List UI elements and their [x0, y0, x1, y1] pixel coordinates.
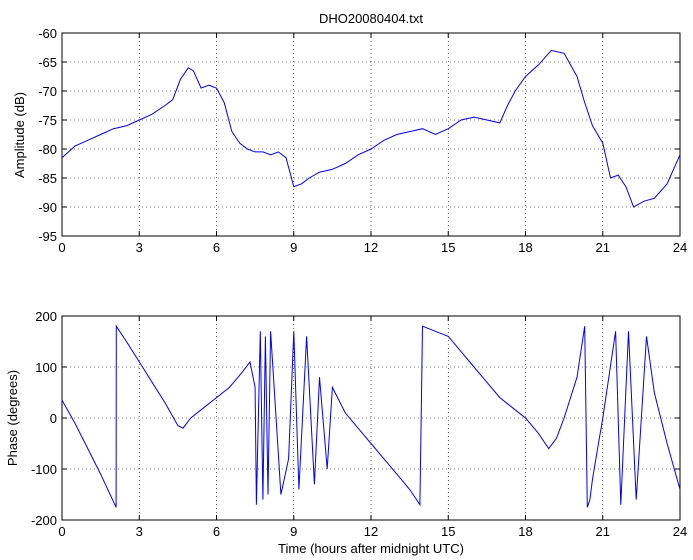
phase-xtick-label: 21 [596, 524, 610, 539]
phase-ytick-label: 0 [50, 411, 57, 426]
amplitude-axes: 0 3 6 9 12 15 18 21 24 -95 -90 -85 -80 -75 -70 -65 -60 D… [12, 11, 687, 255]
phase-ticks: 0 3 6 9 12 15 18 21 24 -200 -100 0 100 200 [31, 309, 687, 539]
phase-grid [62, 316, 680, 520]
amplitude-xtick-label: 24 [673, 240, 687, 255]
phase-ytick-label: 200 [35, 309, 57, 324]
amplitude-ytick-label: -70 [38, 84, 57, 99]
amplitude-title: DHO20080404.txt [319, 11, 423, 26]
amplitude-plot-area [61, 32, 681, 237]
phase-xtick-label: 6 [213, 524, 220, 539]
phase-xtick-label: 15 [441, 524, 455, 539]
amplitude-xtick-label: 18 [518, 240, 532, 255]
amplitude-ytick-label: -65 [38, 55, 57, 70]
phase-xtick-label: 0 [58, 524, 65, 539]
phase-ytick-label: -100 [31, 462, 57, 477]
phase-xtick-label: 12 [364, 524, 378, 539]
amplitude-ytick-label: -85 [38, 171, 57, 186]
amplitude-ylabel: Amplitude (dB) [12, 92, 27, 178]
phase-ytick-label: 100 [35, 360, 57, 375]
phase-xtick-label: 18 [518, 524, 532, 539]
amplitude-ytick-label: -60 [38, 26, 57, 41]
amplitude-xtick-label: 3 [136, 240, 143, 255]
phase-series-line [61, 324, 681, 508]
phase-xtick-label: 24 [673, 524, 687, 539]
amplitude-xtick-label: 6 [213, 240, 220, 255]
amplitude-xtick-label: 15 [441, 240, 455, 255]
amplitude-xtick-label: 21 [596, 240, 610, 255]
amplitude-ytick-label: -80 [38, 142, 57, 157]
amplitude-ytick-label: -95 [38, 229, 57, 244]
amplitude-series-line [61, 49, 681, 208]
amplitude-xtick-label: 12 [364, 240, 378, 255]
amplitude-ytick-label: -75 [38, 113, 57, 128]
phase-xtick-label: 9 [290, 524, 297, 539]
phase-ytick-label: -200 [31, 513, 57, 528]
phase-xlabel: Time (hours after midnight UTC) [278, 541, 464, 556]
phase-ylabel: Phase (degrees) [5, 370, 20, 466]
phase-xtick-label: 3 [136, 524, 143, 539]
phase-axes: 0 3 6 9 12 15 18 21 24 -200 -100 0 100 200 Time (hour… [5, 309, 687, 556]
amplitude-ytick-label: -90 [38, 200, 57, 215]
amplitude-xtick-label: 0 [58, 240, 65, 255]
amplitude-ticks: 0 3 6 9 12 15 18 21 24 -95 -90 -85 -80 -75 -70 -65 -60 [38, 26, 687, 255]
amplitude-xtick-label: 9 [290, 240, 297, 255]
